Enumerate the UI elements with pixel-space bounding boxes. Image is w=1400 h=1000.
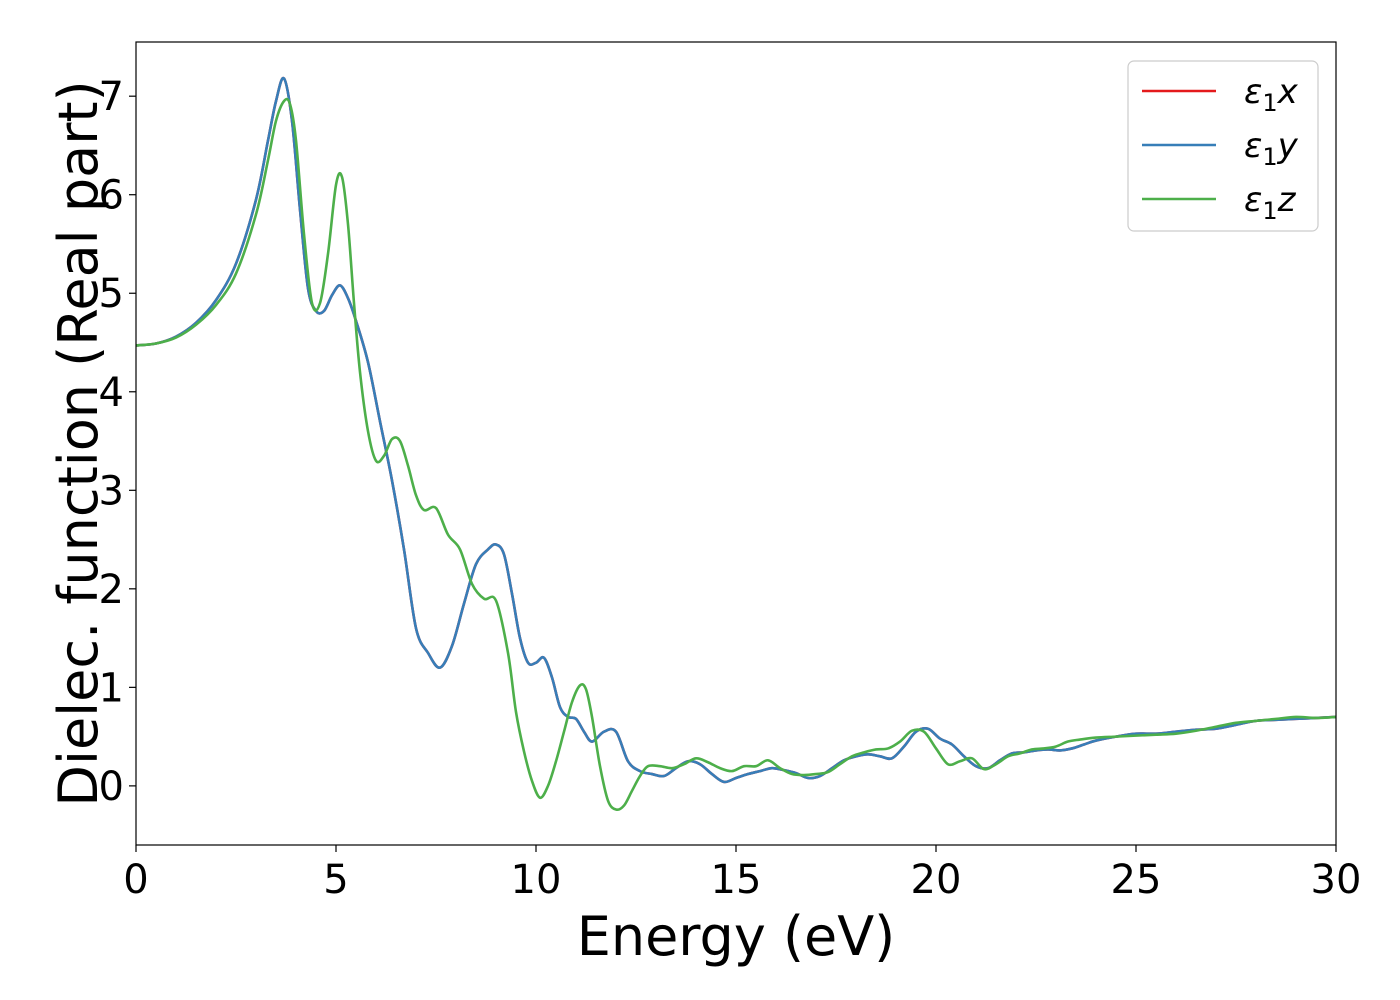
y-tick-label: 6 [99,173,124,219]
x-tick-label: 15 [711,857,762,903]
series-line-z [136,97,1336,812]
y-axis: 0 1 2 3 4 5 6 7 [99,74,136,810]
y-tick-label: 3 [99,468,124,514]
y-tick-label: 4 [99,370,124,416]
x-axis-label: Energy (eV) [577,905,896,968]
y-axis-label: Dielec. function (Real part) [47,80,110,806]
legend-label: ε1x [1244,72,1299,117]
legend-box [1127,60,1319,232]
x-tick-label: 20 [911,857,962,903]
x-tick-label: 25 [1111,857,1162,903]
legend-item-y: ε1y [1142,126,1299,171]
y-tick-label: 2 [99,567,124,613]
series-line-y [136,76,1336,784]
y-tick-label: 5 [99,271,124,317]
legend-label: ε1z [1244,180,1297,225]
x-tick-label: 30 [1311,857,1362,903]
legend: ε1x ε1y ε1z [1127,60,1319,232]
legend-item-x: ε1x [1142,72,1299,117]
legend-item-z: ε1z [1142,180,1297,225]
series-layer [136,76,1336,812]
x-tick-label: 10 [511,857,562,903]
legend-label: ε1y [1244,126,1299,171]
y-tick-label: 7 [99,74,124,120]
y-tick-label: 1 [99,665,124,711]
x-tick-label: 5 [323,857,348,903]
x-tick-label: 0 [123,857,148,903]
y-tick-label: 0 [99,764,124,810]
x-axis: 0 5 10 15 20 25 30 [123,845,1361,903]
